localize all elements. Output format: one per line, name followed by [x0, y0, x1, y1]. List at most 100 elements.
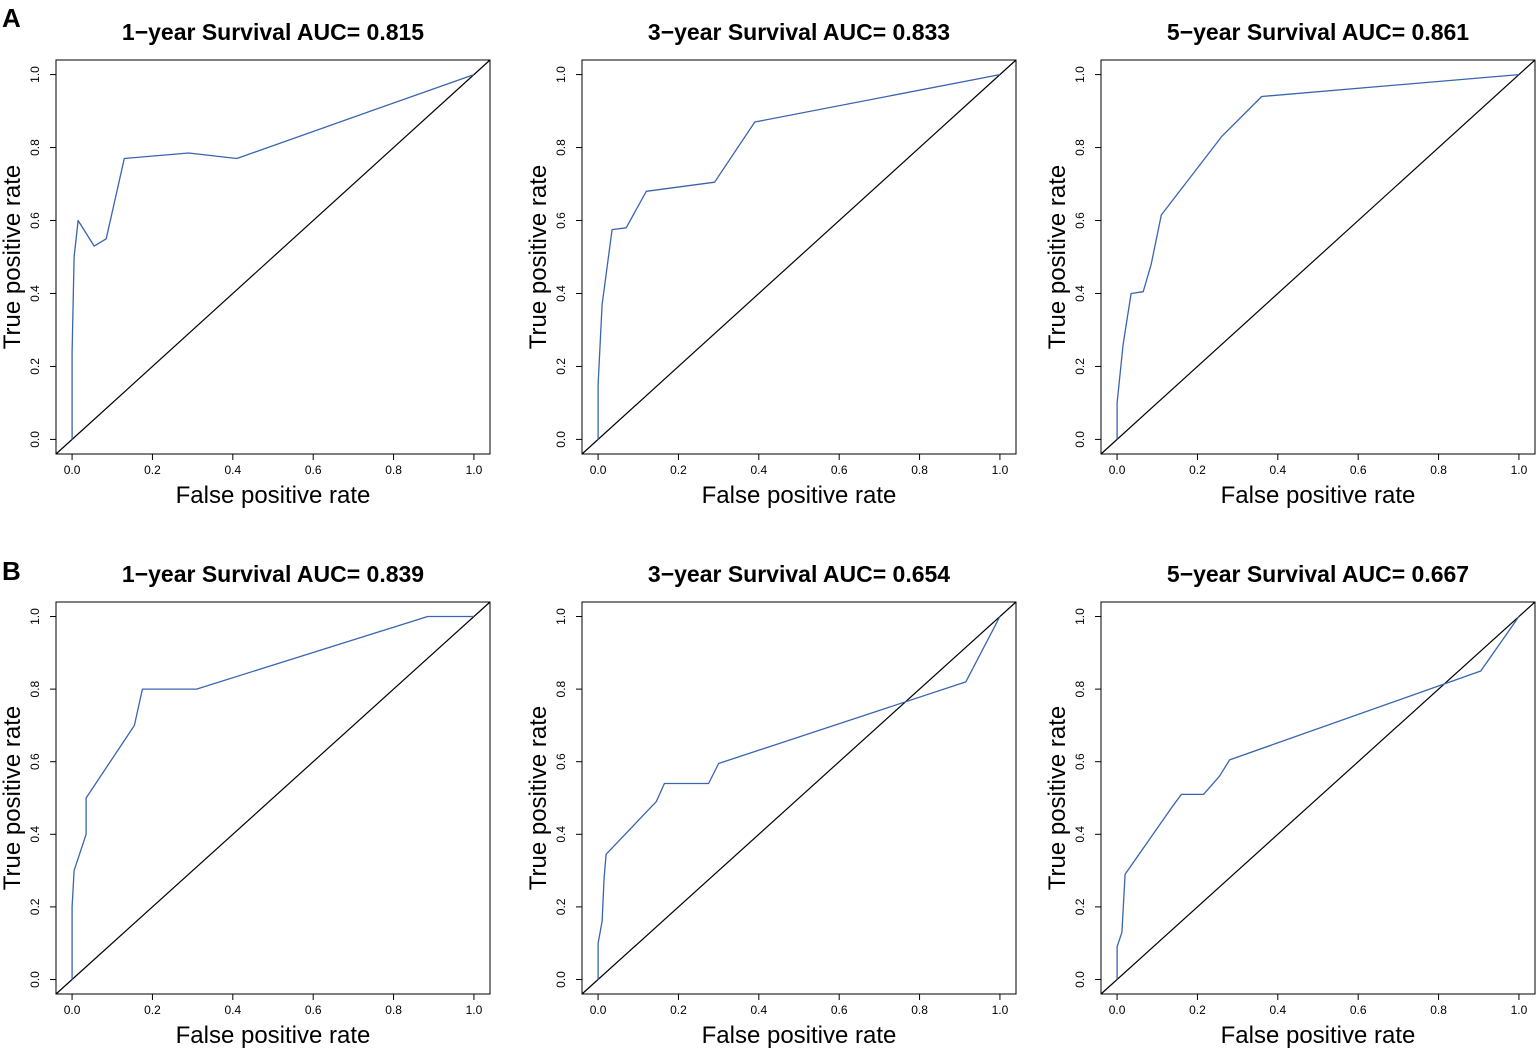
- x-tick-label: 0.2: [1189, 1003, 1206, 1017]
- x-tick-label: 0.4: [1269, 1003, 1286, 1017]
- x-tick-label: 0.8: [911, 463, 928, 477]
- chart-title: 1−year Survival AUC= 0.815: [122, 19, 424, 45]
- y-axis-label: True positive rate: [525, 165, 552, 350]
- roc-curve: [597, 616, 1001, 980]
- y-tick-label: 0.2: [554, 898, 568, 915]
- x-tick-label: 0.8: [385, 1003, 402, 1017]
- chart-title: 5−year Survival AUC= 0.861: [1167, 19, 1469, 45]
- y-axis-label: True positive rate: [1044, 706, 1071, 891]
- y-tick-label: 0.6: [554, 753, 568, 770]
- y-tick-label: 0.2: [1073, 358, 1087, 375]
- chart-title: 3−year Survival AUC= 0.833: [648, 19, 950, 45]
- x-tick-label: 0.0: [1109, 463, 1126, 477]
- diagonal-reference-line: [581, 601, 1017, 995]
- plot-frame: [55, 601, 491, 995]
- y-tick-label: 0.8: [28, 139, 42, 156]
- y-tick-label: 0.0: [554, 971, 568, 988]
- roc-curve: [71, 73, 475, 440]
- plot-frame: [581, 59, 1017, 455]
- x-tick-label: 0.0: [590, 463, 607, 477]
- y-tick-label: 1.0: [554, 608, 568, 625]
- diagonal-reference-line: [55, 601, 491, 995]
- roc-curve: [1116, 73, 1519, 440]
- y-tick-label: 1.0: [1073, 66, 1087, 83]
- x-axis-label: False positive rate: [176, 482, 371, 509]
- y-tick-label: 0.2: [28, 898, 42, 915]
- y-tick-label: 1.0: [554, 66, 568, 83]
- diagonal-reference-line: [55, 59, 491, 455]
- y-tick-label: 0.6: [1073, 212, 1087, 229]
- x-tick-label: 0.6: [831, 1003, 848, 1017]
- y-tick-label: 0.8: [554, 139, 568, 156]
- y-tick-label: 0.0: [1073, 971, 1087, 988]
- roc-curve: [1116, 616, 1520, 980]
- x-axis-label: False positive rate: [702, 482, 897, 509]
- y-tick-label: 0.4: [1073, 826, 1087, 843]
- x-tick-label: 1.0: [1511, 463, 1528, 477]
- plot-frame: [581, 601, 1017, 995]
- panel-label-b: B: [2, 556, 21, 586]
- chart-title: 3−year Survival AUC= 0.654: [648, 561, 950, 587]
- x-tick-label: 0.4: [750, 1003, 767, 1017]
- x-tick-label: 0.0: [1109, 1003, 1126, 1017]
- x-tick-label: 0.4: [750, 463, 767, 477]
- x-axis-label: False positive rate: [1221, 482, 1416, 509]
- y-tick-label: 1.0: [28, 66, 42, 83]
- y-tick-label: 0.6: [554, 212, 568, 229]
- x-tick-label: 0.2: [670, 1003, 687, 1017]
- y-axis-label: True positive rate: [525, 706, 552, 891]
- x-axis-label: False positive rate: [1221, 1022, 1416, 1049]
- x-tick-label: 0.0: [590, 1003, 607, 1017]
- x-tick-label: 1.0: [466, 1003, 483, 1017]
- x-tick-label: 0.6: [305, 1003, 322, 1017]
- x-tick-label: 0.8: [1430, 1003, 1447, 1017]
- x-tick-label: 1.0: [1511, 1003, 1528, 1017]
- x-tick-label: 1.0: [992, 1003, 1009, 1017]
- y-tick-label: 0.6: [1073, 753, 1087, 770]
- y-tick-label: 0.2: [1073, 898, 1087, 915]
- x-tick-label: 0.2: [144, 463, 161, 477]
- x-tick-label: 0.6: [1350, 1003, 1367, 1017]
- y-tick-label: 0.4: [554, 826, 568, 843]
- y-tick-label: 0.0: [554, 431, 568, 448]
- x-axis-label: False positive rate: [702, 1022, 897, 1049]
- x-tick-label: 0.0: [64, 463, 81, 477]
- roc-chart-3: 5−year Survival AUC= 0.861 0.0 0.2 0.4 0.6 0.…: [1044, 19, 1536, 509]
- y-tick-label: 0.2: [28, 358, 42, 375]
- x-tick-label: 0.4: [224, 1003, 241, 1017]
- y-tick-label: 0.8: [1073, 680, 1087, 697]
- x-tick-label: 0.2: [144, 1003, 161, 1017]
- y-axis-label: True positive rate: [0, 706, 26, 891]
- y-tick-label: 0.0: [28, 971, 42, 988]
- y-axis-label: True positive rate: [0, 165, 26, 350]
- y-tick-label: 0.8: [554, 680, 568, 697]
- x-axis-label: False positive rate: [176, 1022, 371, 1049]
- x-tick-label: 0.8: [385, 463, 402, 477]
- roc-chart-6: 5−year Survival AUC= 0.667 0.0 0.2 0.4 0.6 0.…: [1044, 561, 1536, 1049]
- y-tick-label: 0.4: [28, 285, 42, 302]
- diagonal-reference-line: [581, 59, 1017, 455]
- roc-curve: [71, 615, 474, 980]
- y-tick-label: 0.0: [1073, 431, 1087, 448]
- roc-chart-4: 1−year Survival AUC= 0.839 0.0 0.2 0.4 0.6 0.…: [0, 561, 491, 1049]
- y-tick-label: 0.4: [28, 826, 42, 843]
- y-tick-label: 1.0: [1073, 608, 1087, 625]
- x-tick-label: 0.6: [305, 463, 322, 477]
- plot-frame: [1100, 601, 1536, 995]
- x-tick-label: 0.2: [670, 463, 687, 477]
- x-tick-label: 0.6: [831, 463, 848, 477]
- y-tick-label: 0.6: [28, 753, 42, 770]
- x-tick-label: 1.0: [992, 463, 1009, 477]
- roc-curve: [597, 73, 1001, 440]
- x-tick-label: 0.2: [1189, 463, 1206, 477]
- roc-chart-2: 3−year Survival AUC= 0.833 0.0 0.2 0.4 0.6 0.…: [525, 19, 1017, 509]
- chart-title: 5−year Survival AUC= 0.667: [1167, 561, 1469, 587]
- y-tick-label: 0.0: [28, 431, 42, 448]
- y-tick-label: 0.6: [28, 212, 42, 229]
- y-tick-label: 0.4: [1073, 285, 1087, 302]
- y-tick-label: 1.0: [28, 608, 42, 625]
- y-tick-label: 0.4: [554, 285, 568, 302]
- diagonal-reference-line: [1100, 601, 1536, 995]
- roc-chart-5: 3−year Survival AUC= 0.654 0.0 0.2 0.4 0.6 0.…: [525, 561, 1017, 1049]
